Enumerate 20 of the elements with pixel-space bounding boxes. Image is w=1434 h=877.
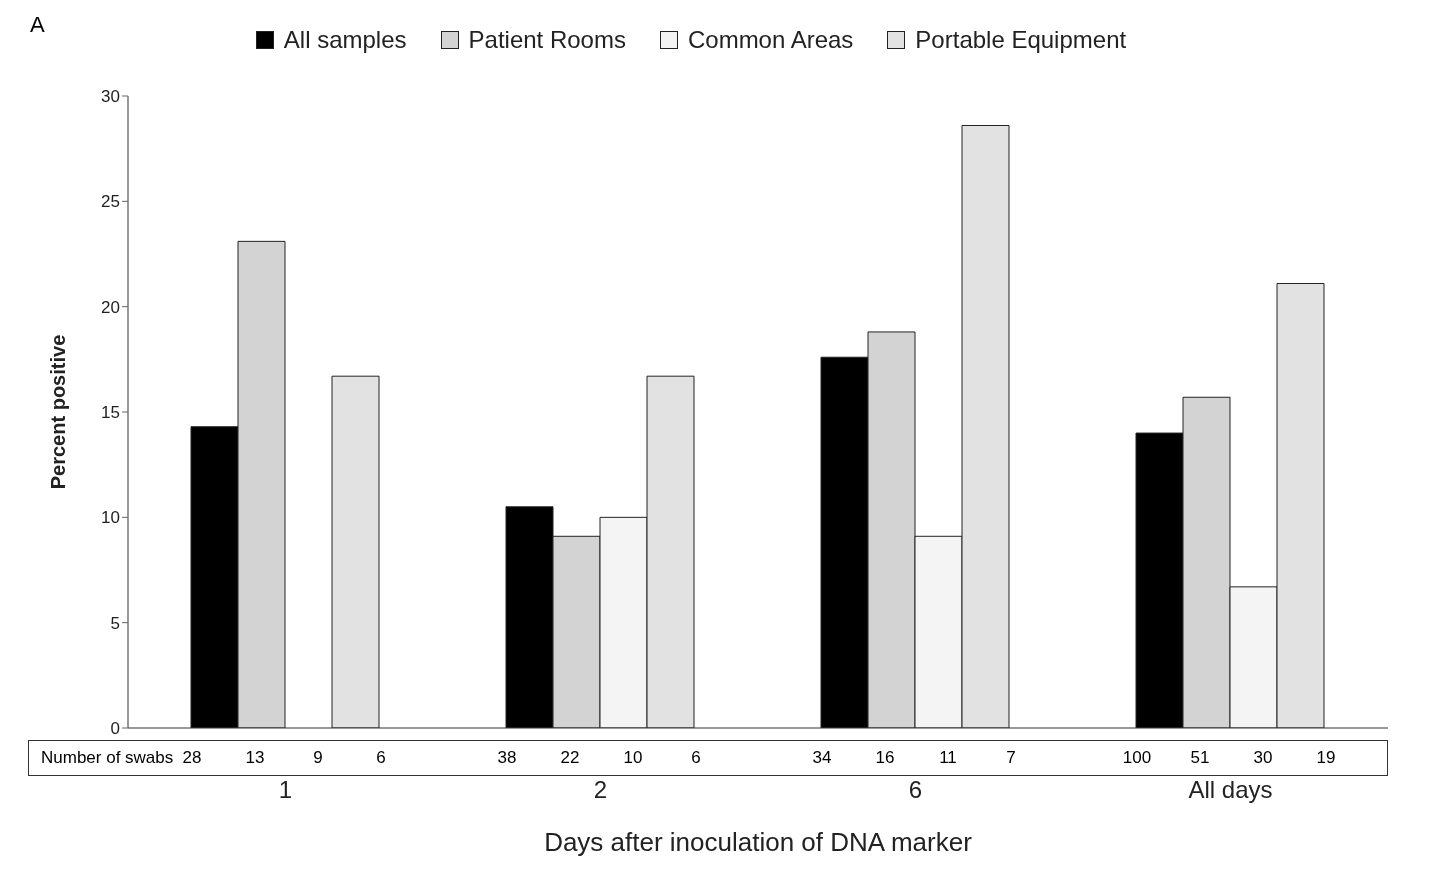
legend-label: Common Areas xyxy=(687,26,854,54)
x-tick-label: 2 xyxy=(593,776,608,803)
y-tick-label: 5 xyxy=(110,613,120,633)
swab-count-table: Number of swabs 28 13 9 6 38 22 10 6 34 16 11 7 100 51 30 19 xyxy=(28,740,1388,776)
legend-label: All samples xyxy=(283,26,407,54)
bar xyxy=(331,375,380,728)
y-tick-label: 30 xyxy=(101,87,120,107)
y-tick-label: 20 xyxy=(101,297,120,317)
x-axis-title: Days after inoculation of DNA marker xyxy=(544,827,973,857)
y-tick-label: 25 xyxy=(101,192,120,212)
y-tick-label: 15 xyxy=(101,403,120,423)
x-tick-label: 1 xyxy=(278,776,293,803)
legend-label: Portable Equipment xyxy=(915,26,1127,54)
x-tick-label: All days xyxy=(1188,776,1273,803)
text: A xyxy=(30,12,45,38)
legend-label: Patient Rooms xyxy=(468,26,626,54)
x-tick-label: 6 xyxy=(908,776,923,803)
y-axis-title: Percent positive xyxy=(47,334,70,490)
y-tick-label: 10 xyxy=(101,508,120,528)
y-tick-label: 0 xyxy=(110,719,120,739)
